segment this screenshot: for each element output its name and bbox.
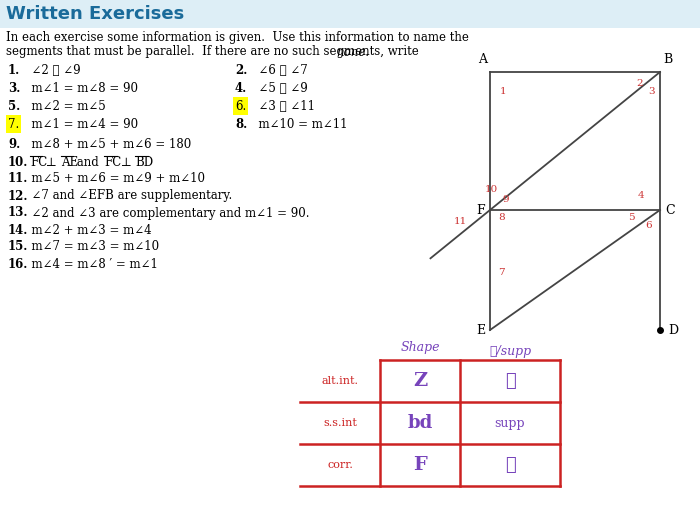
Text: 6: 6 <box>645 221 652 230</box>
Text: 9.: 9. <box>8 138 20 152</box>
Text: AE: AE <box>61 155 78 169</box>
Text: 14.: 14. <box>8 223 29 237</box>
Text: 3: 3 <box>648 87 654 96</box>
Text: ∠2 and ∠3 are complementary and m∠1 = 90.: ∠2 and ∠3 are complementary and m∠1 = 90… <box>24 206 309 220</box>
Text: bd: bd <box>407 414 433 432</box>
Text: ∠2 ≅ ∠9: ∠2 ≅ ∠9 <box>24 63 80 77</box>
Text: D: D <box>668 323 678 337</box>
Text: m∠2 + m∠3 = m∠4: m∠2 + m∠3 = m∠4 <box>24 223 152 237</box>
Text: m∠8 + m∠5 + m∠6 = 180: m∠8 + m∠5 + m∠6 = 180 <box>24 138 191 152</box>
Text: ∠7 and ∠EFB are supplementary.: ∠7 and ∠EFB are supplementary. <box>24 189 232 203</box>
Text: ≅/supp: ≅/supp <box>489 345 531 359</box>
Text: A: A <box>478 53 487 66</box>
Text: 1: 1 <box>500 87 507 96</box>
Text: F: F <box>477 204 485 217</box>
Text: segments that must be parallel.  If there are no such segments, write: segments that must be parallel. If there… <box>6 46 423 59</box>
Text: 11.: 11. <box>8 172 29 186</box>
Text: ⊥: ⊥ <box>117 155 135 169</box>
Text: ∠5 ≅ ∠9: ∠5 ≅ ∠9 <box>251 81 308 95</box>
Text: m∠2 = m∠5: m∠2 = m∠5 <box>24 99 106 112</box>
Text: F: F <box>413 456 427 474</box>
Text: 11: 11 <box>454 217 468 226</box>
Text: s.s.int: s.s.int <box>323 418 357 428</box>
Text: m∠7 = m∠3 = m∠10: m∠7 = m∠3 = m∠10 <box>24 240 159 254</box>
Text: Shape: Shape <box>400 342 440 354</box>
Text: 2.: 2. <box>235 63 247 77</box>
Bar <box>0 0 700 28</box>
Text: 7: 7 <box>498 268 505 277</box>
Text: In each exercise some information is given.  Use this information to name the: In each exercise some information is giv… <box>6 31 469 45</box>
Text: m∠5 + m∠6 = m∠9 + m∠10: m∠5 + m∠6 = m∠9 + m∠10 <box>24 172 205 186</box>
Text: 4: 4 <box>638 191 645 200</box>
Text: 2: 2 <box>636 79 643 88</box>
Text: ≅: ≅ <box>505 456 515 474</box>
Text: m∠4 = m∠8 ′ = m∠1: m∠4 = m∠8 ′ = m∠1 <box>24 257 158 270</box>
Text: 3.: 3. <box>8 81 20 95</box>
Text: m∠10 = m∠11: m∠10 = m∠11 <box>251 118 347 130</box>
Text: 8.: 8. <box>235 118 247 130</box>
Text: 6.: 6. <box>235 99 246 112</box>
Text: ∠6 ≅ ∠7: ∠6 ≅ ∠7 <box>251 63 308 77</box>
Text: Z: Z <box>413 372 427 390</box>
Text: FC: FC <box>30 155 48 169</box>
Text: C: C <box>665 204 675 217</box>
Text: ∠3 ≅ ∠11: ∠3 ≅ ∠11 <box>251 99 315 112</box>
Text: Written Exercises: Written Exercises <box>6 5 184 23</box>
Text: 4.: 4. <box>235 81 247 95</box>
Text: 16.: 16. <box>8 257 29 270</box>
Text: 10.: 10. <box>8 155 29 169</box>
Text: supp: supp <box>495 417 525 429</box>
Text: 15.: 15. <box>8 240 29 254</box>
Text: 7.: 7. <box>8 118 20 130</box>
Text: 8: 8 <box>498 213 505 222</box>
Text: 12.: 12. <box>8 189 29 203</box>
Text: B: B <box>663 53 672 66</box>
Text: corr.: corr. <box>327 460 353 470</box>
Text: none.: none. <box>336 46 369 59</box>
Text: BD: BD <box>135 155 153 169</box>
Text: alt.int.: alt.int. <box>321 376 358 386</box>
Text: and: and <box>74 155 103 169</box>
Text: 10: 10 <box>485 185 498 194</box>
Text: m∠1 = m∠8 = 90: m∠1 = m∠8 = 90 <box>24 81 138 95</box>
Text: ⊥: ⊥ <box>43 155 61 169</box>
Text: E: E <box>476 323 485 337</box>
Text: ≅: ≅ <box>505 372 515 390</box>
Text: 9: 9 <box>502 195 509 204</box>
Text: 1.: 1. <box>8 63 20 77</box>
Text: 5: 5 <box>628 213 635 222</box>
Text: FC: FC <box>104 155 122 169</box>
Text: 13.: 13. <box>8 206 29 220</box>
Text: 5.: 5. <box>8 99 20 112</box>
Text: m∠1 = m∠4 = 90: m∠1 = m∠4 = 90 <box>24 118 138 130</box>
